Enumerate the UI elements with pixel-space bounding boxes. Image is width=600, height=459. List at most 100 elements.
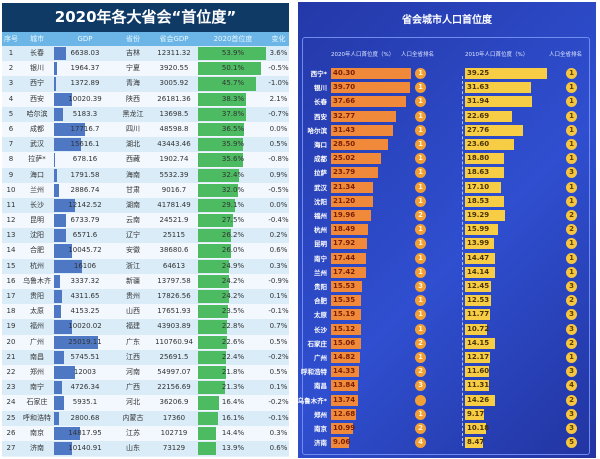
row-primacy-value: 35.6%	[221, 155, 245, 164]
rank-2020-badge: 1	[415, 139, 426, 150]
row-province-gdp: 54997.07	[157, 367, 191, 376]
pop-2010-bar: 27.76	[465, 124, 523, 136]
pop-2010-bar: 12.45	[465, 281, 491, 292]
pop-2020-bar: 17.92	[331, 238, 367, 250]
rank-2020-badge	[415, 394, 426, 406]
row-primacy-value: 32.0%	[221, 185, 245, 194]
rank-2020-badge: 1	[415, 352, 426, 363]
primacy-bar	[198, 122, 245, 137]
gdp-bar	[54, 92, 72, 106]
row-change: 0.1%	[269, 292, 288, 300]
row-primacy: 22.8%	[198, 319, 268, 334]
table-row: 15 杭州 16106 浙江 64613 24.9% 0.3%	[2, 258, 289, 274]
row-city: 南京	[30, 428, 44, 437]
row-province-gdp: 22156.69	[157, 383, 191, 392]
primacy-bar	[198, 335, 227, 349]
header-pop-2010: 2010年人口首位度（%）	[465, 52, 529, 58]
row-index: 6	[8, 124, 14, 133]
primacy-bar	[198, 229, 232, 243]
row-province-gdp: 43903.89	[157, 322, 191, 331]
gdp-bar	[54, 259, 83, 273]
row-gdp: 10140.91	[54, 441, 116, 456]
row-city: 呼和浩特	[23, 413, 51, 422]
row-province: 山东	[126, 443, 140, 452]
pop-2020-bar: 12.68	[331, 408, 357, 420]
city-label: 郑州	[314, 410, 327, 419]
table-row: 26 南京 14817.95 江苏 102719 14.4% 0.3%	[2, 425, 289, 441]
row-province: 青海	[126, 79, 140, 88]
header-city: 城市	[30, 35, 44, 43]
row-change: -0.7%	[268, 109, 289, 118]
row-city: 济南	[30, 443, 44, 452]
rank-2010-badge: 3	[566, 167, 577, 179]
row-gdp-value: 10045.72	[68, 246, 102, 255]
rank-2020-badge: 1	[415, 323, 426, 335]
row-primacy: 24.9%	[198, 259, 268, 274]
row-gdp: 4153.25	[54, 304, 116, 319]
gdp-bar	[54, 350, 65, 364]
pop-2010-bar: 11.60	[465, 366, 490, 378]
header-province-gdp: 省会GDP	[159, 35, 189, 43]
header-rank-2020: 人口全省排名	[401, 52, 435, 58]
row-primacy-value: 36.5%	[221, 124, 245, 133]
table-row: 4 西安 10020.39 陕西 26181.36 38.3% 2.1%	[2, 91, 289, 107]
row-gdp: 4726.34	[54, 380, 116, 395]
list-item: 太原 15.19 1 11.77 3	[303, 309, 589, 323]
primacy-bar	[198, 214, 233, 228]
list-item: 乌鲁木齐* 13.74 14.26 2	[298, 394, 589, 409]
rank-2020-badge: 3	[415, 281, 426, 292]
rank-2010-badge: 1	[566, 82, 577, 94]
row-index: 21	[6, 352, 16, 361]
city-label: 沈阳	[314, 197, 327, 206]
pop-2010-bar: 23.60	[465, 139, 515, 150]
row-province-gdp: 73129	[162, 443, 186, 452]
city-label: 拉萨	[314, 169, 327, 178]
primacy-bar	[198, 290, 229, 304]
row-province: 甘肃	[126, 185, 140, 194]
row-province: 四川	[126, 124, 140, 133]
row-province-gdp: 25115	[162, 231, 186, 240]
table-row: 7 武汉 15616.1 湖北 43443.46 35.9% 0.5%	[2, 137, 289, 153]
gdp-bar	[54, 290, 62, 304]
pop-2010-bar: 17.10	[465, 181, 501, 193]
rank-2010-badge: 1	[566, 110, 577, 122]
primacy-bar	[198, 381, 225, 395]
city-label: 长沙	[314, 325, 327, 334]
row-gdp-value: 17716.7	[70, 124, 100, 133]
row-change: 3.6%	[269, 49, 288, 57]
row-city: 长沙	[30, 200, 44, 209]
list-item: 长沙 15.12 1 10.72 3	[303, 323, 589, 338]
primacy-bar	[198, 138, 244, 152]
row-primacy: 24.2%	[198, 274, 268, 289]
row-province-gdp: 43443.46	[157, 140, 191, 149]
pop-2020-bar: 37.66	[331, 96, 406, 108]
row-index: 10	[6, 185, 16, 194]
row-gdp-value: 10140.91	[68, 443, 102, 452]
primacy-bar	[198, 107, 246, 121]
header-change: 变化	[271, 35, 286, 43]
list-item: 呼和浩特 14.33 2 11.60 3	[301, 366, 589, 380]
row-primacy: 27.5%	[198, 213, 268, 228]
row-primacy-value: 45.7%	[221, 79, 245, 88]
rank-2010-badge: 3	[566, 323, 577, 335]
row-province: 贵州	[126, 292, 140, 300]
population-primacy-chart: 2020年人口首位度（%） 人口全省排名 2010年人口首位度（%） 人口全省排…	[298, 37, 590, 455]
city-label: 合肥	[314, 297, 327, 306]
pop-2020-bar: 14.82	[331, 352, 361, 363]
row-primacy-value: 50.1%	[221, 64, 245, 73]
pop-2020-bar: 21.34	[331, 181, 374, 193]
header-gdp: GDP	[77, 35, 93, 43]
left-table-body: 1 长春 6638.03 吉林 12311.32 53.9% 3.6% 2 银川 1964.37 宁…	[2, 46, 289, 457]
row-province-gdp: 25691.5	[159, 352, 189, 361]
table-row: 21 南昌 5745.51 江西 25691.5 22.4% -0.2%	[2, 349, 289, 365]
list-item: 沈阳 21.20 1 18.53 1	[303, 195, 589, 210]
row-change: -0.5%	[268, 64, 289, 73]
list-item: 海口 28.50 1 23.60 1	[303, 139, 589, 153]
row-change: 0.6%	[269, 443, 288, 452]
rank-2010-badge: 1	[566, 352, 577, 363]
list-item: 杭州 18.49 1 15.99 2	[303, 224, 589, 238]
row-gdp: 14817.95	[54, 426, 116, 441]
pop-2010-bar: 14.15	[465, 337, 495, 349]
row-gdp: 10045.72	[54, 243, 116, 258]
gdp-bar	[54, 62, 58, 76]
